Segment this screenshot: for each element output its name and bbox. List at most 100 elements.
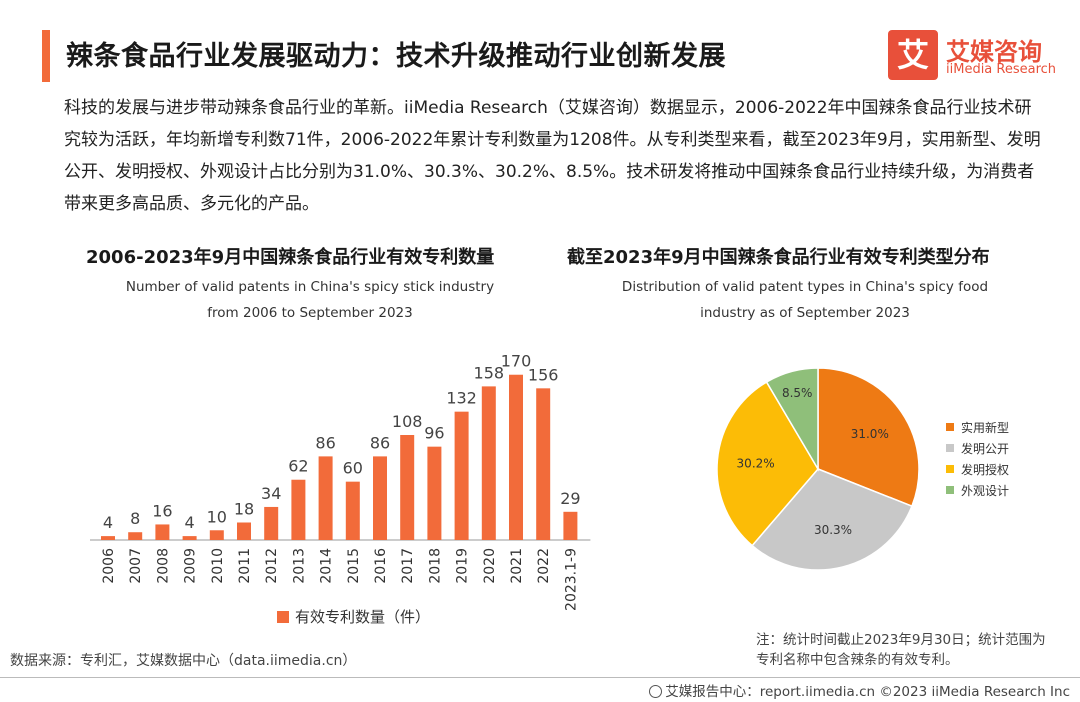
bar-value-label: 132 [446,389,477,408]
legend-swatch [277,611,289,623]
bar-chart-subtitle: Number of valid patents in China's spicy… [60,274,560,326]
pie-chart-subtitle: Distribution of valid patent types in Ch… [575,274,1035,326]
bar-2009 [182,536,197,540]
bar-2019 [454,411,469,540]
legend-swatch [946,444,954,452]
bar-x-tick-label: 2007 [128,548,144,584]
bar-2018 [427,446,442,540]
bar-2007 [128,532,143,540]
bar-value-label: 8 [130,509,140,528]
bar-x-tick-label: 2012 [264,548,280,584]
pie-slice-label: 8.5% [782,386,813,400]
bar-value-label: 18 [234,500,254,519]
pie-slice-发明公开 [751,468,913,571]
pie-slice-label: 30.2% [737,456,775,470]
pie-legend-label: 发明公开 [961,442,1010,456]
pie-chart: 31.0% 30.3% 30.2% 8.5% [716,367,920,571]
bar-x-tick-label: 2016 [373,548,389,584]
bar-x-tick-label: 2022 [536,548,552,584]
brand-name-en: iiMedia Research [946,62,1057,77]
globe-icon [649,685,663,698]
pie-slice-实用新型 [817,367,920,508]
bar-2014 [318,456,333,540]
bar-x-tick-label: 2015 [346,548,362,584]
bar-2006 [101,536,115,540]
title-accent-bar [42,30,50,82]
bar-x-tick-label: 2018 [427,548,443,584]
bar-value-label: 29 [560,489,580,508]
pie-slice-label: 30.3% [814,523,852,537]
bar-chart: 4 2006 8 2007 16 2008 4 2009 10 2010 18 2011 34 2012 6… [90,352,591,611]
brand-logo-block: 艾 艾媒咨询 iiMedia Research [888,30,1068,82]
bar-value-label: 108 [392,412,423,431]
pie-chart-title: 截至2023年9月中国辣条食品行业有效专利类型分布 [567,247,990,268]
bar-2022 [536,388,551,540]
bar-value-label: 86 [315,433,335,452]
bar-value-label: 16 [152,501,172,520]
bar-x-tick-label: 2011 [237,548,253,584]
pie-legend-item: 发明授权 [946,460,1009,481]
pie-legend-item: 外观设计 [946,481,1009,502]
pie-legend-item: 发明公开 [946,439,1009,460]
bar-chart-title: 2006-2023年9月中国辣条食品行业有效专利数量 [86,247,495,268]
pie-slice-发明授权 [716,381,819,547]
bar-chart-subtitle-line1: Number of valid patents in China's spicy… [125,279,495,295]
pie-legend-label: 发明授权 [961,463,1010,477]
bar-legend-label: 有效专利数量（件） [295,608,431,626]
bar-2008 [155,524,170,540]
intro-paragraph: 科技的发展与进步带动辣条食品行业的革新。iiMedia Research（艾媒咨… [64,98,1041,214]
bar-2020 [481,386,496,540]
legend-swatch [946,486,954,494]
footer-text: 艾媒报告中心：report.iimedia.cn ©2023 iiMedia R… [665,684,1070,700]
pie-chart-subtitle-line2: industry as of September 2023 [700,305,910,321]
pie-legend-label: 实用新型 [961,421,1010,435]
bar-value-label: 96 [424,424,444,443]
bar-chart-legend: 有效专利数量（件） [277,606,430,627]
bar-x-tick-label: 2021 [509,548,525,584]
bar-2013 [291,479,306,540]
legend-swatch [946,465,954,473]
bar-value-label: 158 [474,363,505,382]
bar-x-tick-label: 2014 [319,548,335,584]
iimedia-logo-icon: 艾 [888,30,938,80]
bar-2017 [400,435,415,540]
pie-slice-外观设计 [765,367,819,472]
pie-legend-item: 实用新型 [946,418,1009,439]
bar-value-label: 10 [207,507,227,526]
bar-2023.1-9 [563,511,578,540]
bar-x-tick-label: 2019 [455,548,471,584]
footer-divider [0,677,1080,678]
bar-x-tick-label: 2010 [210,548,226,584]
bar-2010 [209,530,224,540]
footnote: 注：统计时间截止2023年9月30日；统计范围为专利名称中包含辣条的有效专利。 [756,632,1046,668]
bar-value-label: 34 [261,484,281,503]
bar-value-label: 86 [370,433,390,452]
bar-x-tick-label: 2013 [291,548,307,584]
bar-value-label: 60 [343,459,363,478]
bar-x-tick-label: 2006 [101,548,117,584]
data-source: 数据来源：专利汇，艾媒数据中心（data.iimedia.cn） [10,653,357,669]
bar-value-label: 170 [501,352,532,371]
page-title: 辣条食品行业发展驱动力：技术升级推动行业创新发展 [66,41,726,72]
bar-2021 [509,374,523,540]
bar-value-label: 4 [185,513,195,532]
pie-chart-subtitle-line1: Distribution of valid patent types in Ch… [621,279,989,295]
bar-x-tick-label: 2009 [183,548,199,584]
legend-swatch [946,423,954,431]
pie-legend-label: 外观设计 [961,484,1010,498]
bar-2012 [264,506,279,540]
bar-value-label: 4 [103,513,113,532]
bar-x-tick-label: 2017 [400,548,416,584]
pie-chart-legend: 实用新型发明公开发明授权外观设计 [946,418,1009,502]
bar-x-tick-label: 2008 [155,548,171,584]
bar-2011 [237,522,251,540]
bar-2015 [345,481,360,540]
bar-2016 [373,456,387,540]
bar-value-label: 62 [288,457,308,476]
brand-name-cn: 艾媒咨询 [946,38,1042,66]
pie-slice-label: 31.0% [851,427,889,441]
bar-chart-subtitle-line2: from 2006 to September 2023 [207,305,413,321]
bar-x-tick-label: 2023.1-9 [563,548,579,611]
bar-x-tick-label: 2020 [482,548,498,584]
footer: 艾媒报告中心：report.iimedia.cn ©2023 iiMedia R… [649,680,1070,700]
